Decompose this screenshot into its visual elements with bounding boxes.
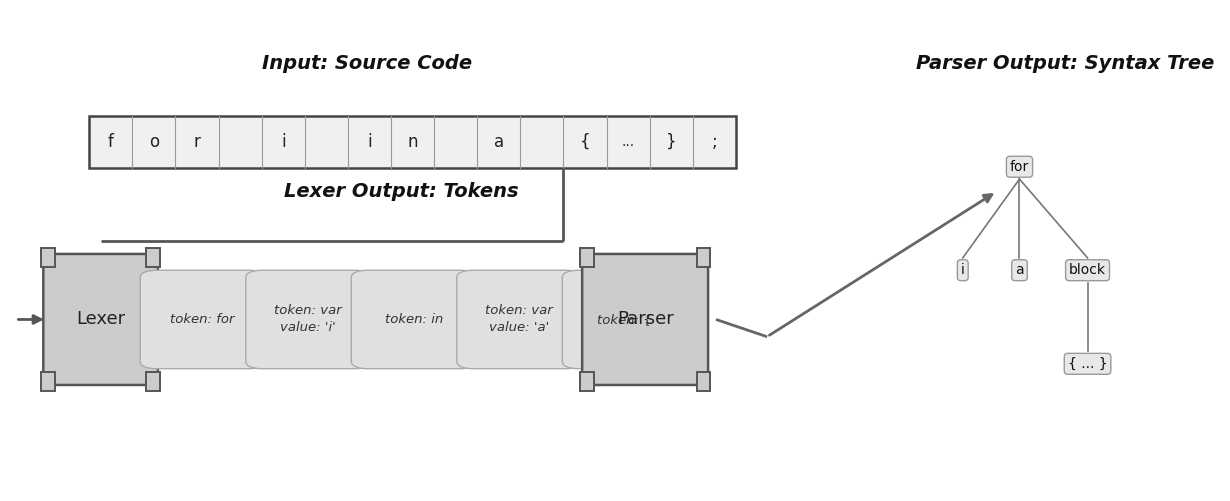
Text: Lexer Output: Tokens: Lexer Output: Tokens (284, 182, 519, 201)
Text: token: in: token: in (385, 313, 443, 326)
Bar (42, 247, 55, 267)
Text: a: a (493, 133, 504, 151)
Text: {: { (579, 133, 590, 151)
Text: Lexer: Lexer (76, 311, 125, 329)
Bar (581, 247, 594, 267)
Text: block: block (1069, 263, 1106, 277)
Bar (90, 116, 736, 168)
FancyBboxPatch shape (562, 270, 688, 369)
Text: ...: ... (621, 135, 635, 149)
Bar (146, 372, 160, 391)
Text: Parser Output: Syntax Tree: Parser Output: Syntax Tree (915, 54, 1214, 73)
Text: f: f (108, 133, 113, 151)
Text: ;: ; (711, 133, 717, 151)
Text: a: a (1015, 263, 1023, 277)
Text: token: var
value: 'i': token: var value: 'i' (274, 305, 342, 335)
Text: token: var
value: 'a': token: var value: 'a' (486, 305, 554, 335)
Bar (696, 372, 710, 391)
Text: o: o (149, 133, 159, 151)
Text: i: i (367, 133, 371, 151)
FancyBboxPatch shape (246, 270, 370, 369)
FancyBboxPatch shape (43, 254, 157, 385)
Text: r: r (193, 133, 200, 151)
Text: i: i (280, 133, 285, 151)
FancyBboxPatch shape (352, 270, 476, 369)
Text: Parser: Parser (616, 311, 674, 329)
Text: { ... }: { ... } (1068, 357, 1107, 371)
Bar (146, 247, 160, 267)
Text: token: {: token: { (598, 313, 652, 326)
Text: n: n (407, 133, 418, 151)
Text: Input: Source Code: Input: Source Code (262, 54, 472, 73)
Bar (581, 372, 594, 391)
Text: token: for: token: for (171, 313, 235, 326)
Text: for: for (1010, 160, 1030, 174)
FancyBboxPatch shape (582, 254, 708, 385)
FancyBboxPatch shape (140, 270, 266, 369)
Bar (42, 372, 55, 391)
FancyBboxPatch shape (456, 270, 582, 369)
Bar (696, 247, 710, 267)
Text: }: } (665, 133, 677, 151)
Text: i: i (961, 263, 964, 277)
